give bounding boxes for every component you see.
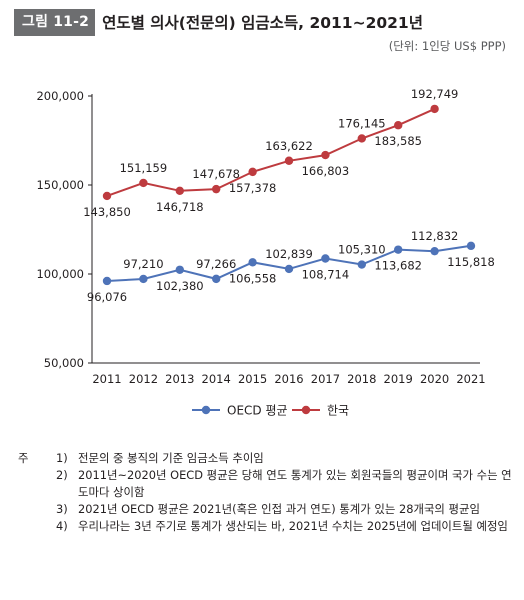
x-tick-label: 2020 xyxy=(420,372,449,386)
legend-swatch-marker xyxy=(301,405,311,415)
y-tick-label: 100,000 xyxy=(36,267,84,281)
footnote: 2) 2011년~2020년 OECD 평균은 당해 연도 통계가 있는 회원국… xyxy=(18,467,513,501)
footnote-prefix xyxy=(18,501,56,518)
figure-header: 그림 11-2 연도별 의사(전문의) 임금소득, 2011~2021년 xyxy=(14,8,423,36)
data-point xyxy=(248,167,257,177)
data-label: 192,749 xyxy=(411,87,459,101)
data-label: 102,839 xyxy=(265,247,313,261)
data-label: 97,210 xyxy=(123,257,163,271)
data-point xyxy=(102,276,112,286)
x-tick-label: 2019 xyxy=(384,372,413,386)
data-label: 183,585 xyxy=(374,134,422,148)
data-label: 106,558 xyxy=(229,271,277,285)
data-point xyxy=(175,265,184,274)
data-label: 147,678 xyxy=(192,167,240,181)
data-point xyxy=(248,258,257,267)
y-tick-label: 50,000 xyxy=(44,356,84,370)
legend-swatch-marker xyxy=(201,405,211,415)
data-label: 102,380 xyxy=(156,279,204,293)
data-label: 113,682 xyxy=(374,259,422,273)
unit-label: (단위: 1인당 US$ PPP) xyxy=(388,39,506,53)
footnote-prefix xyxy=(18,467,56,501)
data-point xyxy=(321,254,330,263)
data-point xyxy=(212,274,221,284)
figure-number-badge: 그림 11-2 xyxy=(14,8,96,36)
data-point xyxy=(466,241,476,251)
data-label: 105,310 xyxy=(338,243,386,257)
data-label: 157,378 xyxy=(229,181,277,195)
data-label: 163,622 xyxy=(265,139,313,153)
data-label: 96,076 xyxy=(87,290,127,304)
x-tick-label: 2014 xyxy=(202,372,231,386)
footnote: 4) 우리나라는 3년 주기로 통계가 생산되는 바, 2021년 수치는 20… xyxy=(18,518,513,535)
footnote-prefix: 주 xyxy=(18,451,29,465)
footnote-number: 2) xyxy=(56,468,68,482)
data-point xyxy=(212,184,221,194)
x-tick-label: 2012 xyxy=(129,372,158,386)
data-point xyxy=(357,260,366,269)
figure-title: 연도별 의사(전문의) 임금소득, 2011~2021년 xyxy=(102,14,423,32)
x-tick-label: 2017 xyxy=(311,372,340,386)
data-label: 115,818 xyxy=(447,255,495,269)
data-point xyxy=(284,156,294,165)
x-tick-label: 2016 xyxy=(274,372,303,386)
data-point xyxy=(394,121,403,130)
footnote-prefix xyxy=(18,518,56,535)
footnote-text: 전문의 중 봉직의 기준 임금소득 추이임 xyxy=(78,451,264,465)
footnote-text: 2021년 OECD 평균은 2021년(혹은 인접 과거 연도) 통계가 있는… xyxy=(78,502,480,516)
data-point xyxy=(175,186,184,196)
x-tick-label: 2011 xyxy=(92,372,121,386)
y-tick-label: 150,000 xyxy=(36,178,84,192)
data-label: 143,850 xyxy=(83,205,131,219)
data-point xyxy=(139,178,148,188)
data-point xyxy=(357,134,366,143)
data-label: 151,159 xyxy=(120,161,168,175)
data-point xyxy=(430,246,439,256)
line-chart: 50,000 100,000 150,000 200,000 2011 2012 2013 2… xyxy=(36,87,495,418)
footnote-number: 4) xyxy=(56,519,68,533)
footnote-text: 2011년~2020년 OECD 평균은 당해 연도 통계가 있는 회원국들의 … xyxy=(78,468,512,499)
x-tick-label: 2015 xyxy=(238,372,267,386)
data-point xyxy=(394,245,403,254)
x-tick-label: 2013 xyxy=(165,372,194,386)
legend-label: 한국 xyxy=(327,404,349,418)
data-point xyxy=(321,150,330,160)
data-label: 108,714 xyxy=(302,267,350,281)
data-point xyxy=(139,274,148,284)
data-label: 146,718 xyxy=(156,200,204,214)
data-label: 166,803 xyxy=(302,164,350,178)
y-tick-label: 200,000 xyxy=(36,89,84,103)
x-tick-label: 2021 xyxy=(456,372,485,386)
footnote: 3) 2021년 OECD 평균은 2021년(혹은 인접 과거 연도) 통계가… xyxy=(18,501,513,518)
data-point xyxy=(102,191,112,201)
footnote-text: 우리나라는 3년 주기로 통계가 생산되는 바, 2021년 수치는 2025년… xyxy=(78,519,508,533)
data-label: 97,266 xyxy=(196,257,236,271)
footnote: 주 1) 전문의 중 봉직의 기준 임금소득 추이임 xyxy=(18,450,513,467)
footnotes: 주 1) 전문의 중 봉직의 기준 임금소득 추이임 2) 2011년~2020… xyxy=(18,450,513,535)
x-tick-label: 2018 xyxy=(347,372,376,386)
footnote-number: 1) xyxy=(56,451,68,465)
footnote-number: 3) xyxy=(56,502,68,516)
data-point xyxy=(284,264,294,274)
data-point xyxy=(430,104,439,114)
data-label: 112,832 xyxy=(411,229,459,243)
series-line xyxy=(106,107,436,197)
data-label: 176,145 xyxy=(338,116,386,130)
legend-label: OECD 평균 xyxy=(227,404,288,418)
